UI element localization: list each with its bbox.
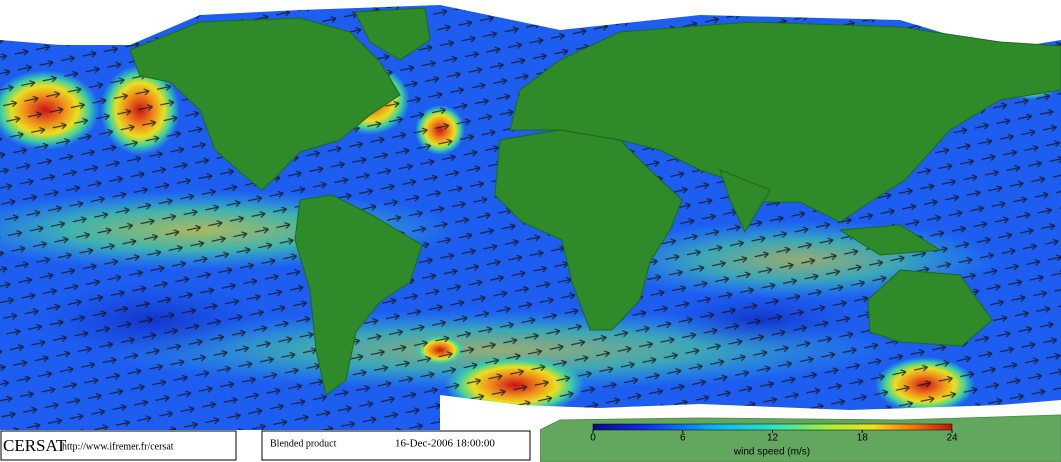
- info-box: [0, 430, 237, 461]
- colorbar-scale: [592, 423, 953, 431]
- colorbar-tick-label: 6: [680, 433, 686, 444]
- date: 16-Dec-2006 18:00:00: [395, 438, 495, 450]
- colorbar-tick-label: 24: [946, 433, 958, 444]
- logo: CERSAT: [3, 436, 67, 455]
- footer: CERSAT http://www.ifremer.fr/cersat Blen…: [0, 430, 540, 462]
- colorbar-tick-label: 18: [857, 433, 869, 444]
- colorbar-tick-label: 0: [590, 433, 596, 444]
- product: Blended product: [270, 438, 337, 449]
- colorbar-label: wind speed (m/s): [733, 447, 810, 458]
- info-box: [261, 430, 531, 461]
- url: http://www.ifremer.fr/cersat: [62, 441, 174, 452]
- colorbar-tick-label: 12: [767, 433, 779, 444]
- colorbar: wind speed (m/s) 0 6 12 18 24: [590, 423, 958, 458]
